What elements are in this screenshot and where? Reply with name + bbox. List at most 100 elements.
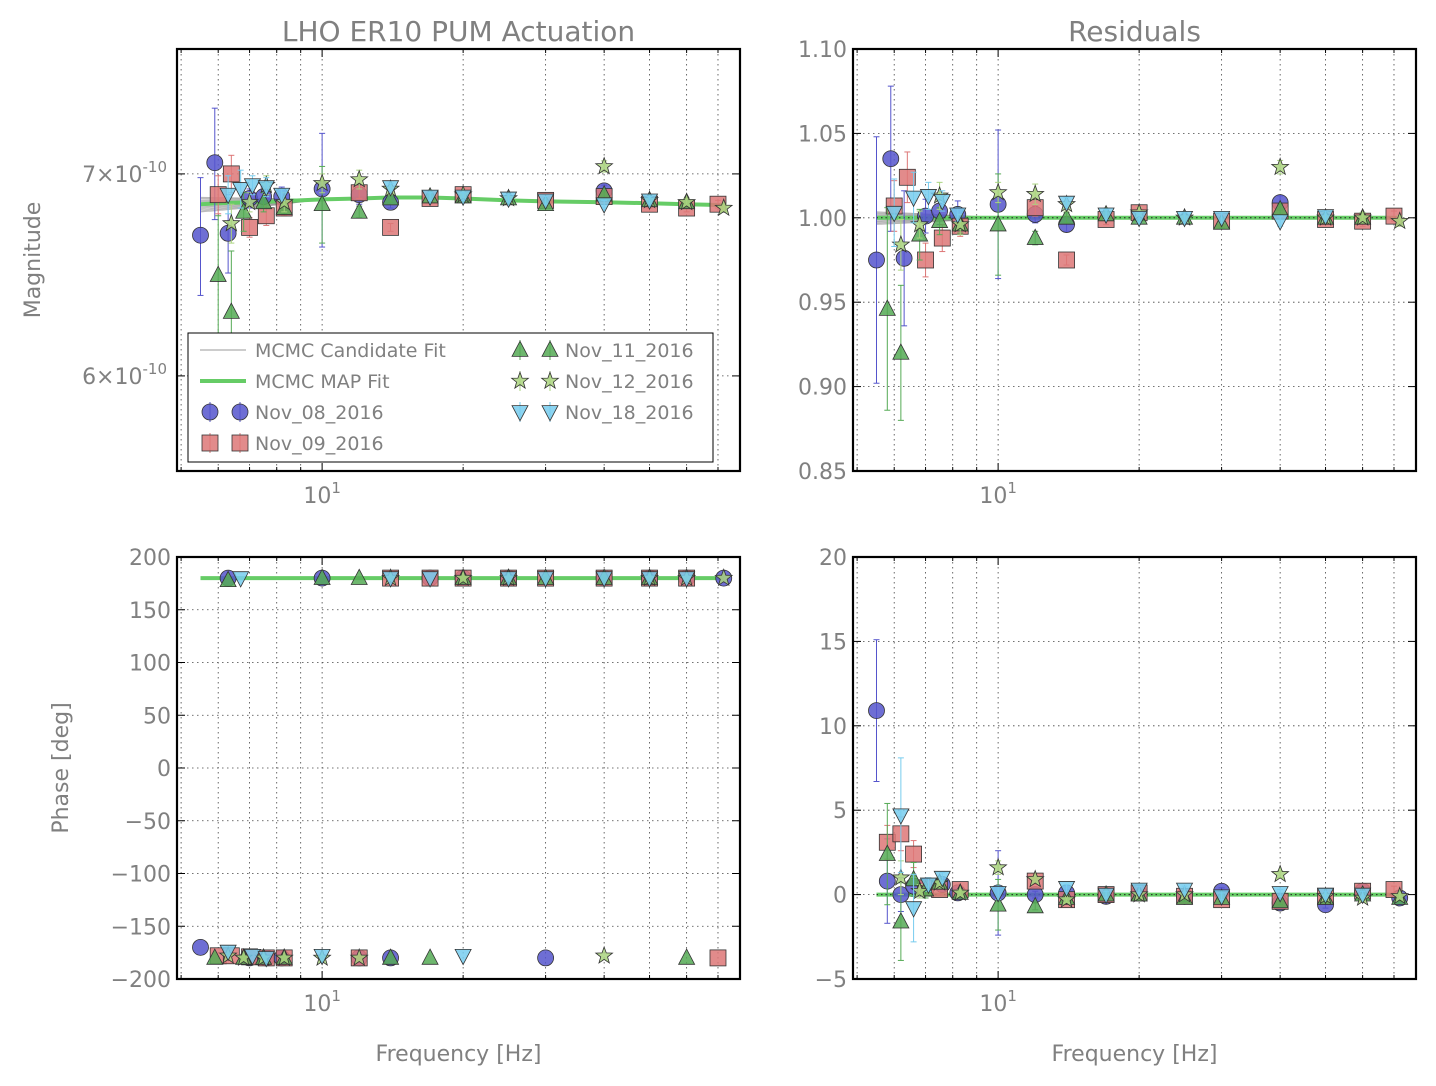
legend-marker xyxy=(511,405,529,422)
y-tick-label: 0.90 xyxy=(798,376,847,401)
data-point-nov-08-2016 xyxy=(882,150,900,168)
chart-title: LHO ER10 PUM Actuation xyxy=(282,15,635,48)
data-point-nov-18-2016 xyxy=(640,193,659,211)
y-tick-label: 1.05 xyxy=(798,122,847,147)
x-tick-label: 101 xyxy=(979,479,1017,509)
data-point-nov-12-2016 xyxy=(988,857,1008,876)
data-point-nov-12-2016 xyxy=(988,182,1008,201)
axes-frame xyxy=(851,47,1418,473)
data-point-nov-12-2016 xyxy=(1025,869,1045,888)
y-axis-label: Phase [deg] xyxy=(49,702,74,833)
data-point-nov-08-2016 xyxy=(895,249,913,267)
y-tick-label: 1.00 xyxy=(798,207,847,232)
data-point-nov-11-2016 xyxy=(254,192,273,210)
phase-residuals-panel: 101 −5 0 5 10 15 20 Frequency [Hz] xyxy=(815,546,1418,1067)
data-point-nov-18-2016 xyxy=(1057,195,1076,213)
series-nov-18-2016 xyxy=(219,169,659,215)
x-axis-label: Frequency [Hz] xyxy=(1052,1042,1218,1067)
data-point-nov-11-2016 xyxy=(350,202,368,219)
data-point-nov-11-2016 xyxy=(381,188,400,206)
legend-marker xyxy=(511,340,529,357)
data-point-nov-18-2016 xyxy=(595,197,613,214)
y-tick-label: 0 xyxy=(157,757,171,782)
plot-area xyxy=(192,107,734,377)
grid xyxy=(177,557,740,979)
data-point-nov-18-2016 xyxy=(677,571,696,588)
y-tick-label: −100 xyxy=(111,863,171,888)
data-point-nov-18-2016 xyxy=(499,191,518,209)
data-point-nov-09-2016 xyxy=(1058,251,1075,269)
data-point-nov-11-2016 xyxy=(235,202,253,219)
legend-item-nov-09-2016: Nov_09_2016 xyxy=(201,433,384,455)
data-point-nov-08-2016 xyxy=(537,949,555,967)
data-point-nov-12-2016 xyxy=(274,192,294,211)
data-point-nov-09-2016 xyxy=(257,207,275,225)
data-point-nov-12-2016 xyxy=(1390,886,1410,905)
legend-label: MCMC Candidate Fit xyxy=(255,340,446,362)
legend-item-nov-18-2016: Nov_18_2016 xyxy=(511,402,694,424)
data-point-nov-18-2016 xyxy=(933,194,951,211)
legend-label: MCMC MAP Fit xyxy=(255,371,390,393)
y-tick-label: 10 xyxy=(819,715,847,740)
data-point-nov-12-2016 xyxy=(891,867,911,886)
data-point-nov-18-2016 xyxy=(273,187,291,205)
x-tick-label: 101 xyxy=(979,987,1017,1017)
data-point-nov-11-2016 xyxy=(209,265,227,282)
grid xyxy=(853,49,1416,471)
legend-item-mcmc-map-fit: MCMC MAP Fit xyxy=(200,371,390,393)
data-point-nov-18-2016 xyxy=(454,948,472,966)
data-point-nov-11-2016 xyxy=(313,568,331,585)
data-point-nov-18-2016 xyxy=(257,951,275,968)
legend-marker xyxy=(201,403,219,421)
y-tick-label: −50 xyxy=(125,810,171,835)
data-point-nov-18-2016 xyxy=(381,180,400,197)
data-point-nov-12-2016 xyxy=(677,192,697,211)
data-point-nov-11-2016 xyxy=(381,948,400,965)
y-tick-label: 6×10-10 xyxy=(82,360,167,390)
data-point-nov-18-2016 xyxy=(243,948,262,966)
data-point-nov-11-2016 xyxy=(313,194,331,211)
series-nov-08-2016 xyxy=(868,85,1289,384)
data-point-nov-18-2016 xyxy=(257,180,275,197)
data-point-nov-11-2016 xyxy=(878,299,896,316)
data-point-nov-12-2016 xyxy=(240,192,260,211)
y-tick-label: 0.95 xyxy=(798,291,847,316)
legend: MCMC Candidate Fit MCMC MAP Fit Nov_08_201… xyxy=(187,332,714,463)
x-axis: 101 xyxy=(180,49,719,509)
x-axis: 101 xyxy=(180,557,719,1017)
series-nov-18-2016 xyxy=(885,171,1335,247)
data-point-nov-18-2016 xyxy=(536,193,555,211)
plot-area xyxy=(868,85,1410,421)
legend-frame xyxy=(187,332,714,463)
legend-label: Nov_11_2016 xyxy=(565,340,694,362)
data-point-nov-18-2016 xyxy=(1175,882,1194,900)
data-point-nov-18-2016 xyxy=(313,948,331,966)
data-point-nov-12-2016 xyxy=(594,945,614,964)
data-point-nov-18-2016 xyxy=(919,189,938,206)
data-point-nov-18-2016 xyxy=(231,571,250,588)
data-point-nov-08-2016 xyxy=(868,702,885,720)
legend-marker xyxy=(201,434,219,452)
grid xyxy=(853,557,1416,979)
data-point-nov-09-2016 xyxy=(222,165,240,183)
data-point-nov-12-2016 xyxy=(312,173,332,192)
y-tick-label: −150 xyxy=(111,915,171,940)
data-point-nov-18-2016 xyxy=(919,877,938,895)
data-point-nov-11-2016 xyxy=(878,844,896,861)
data-point-nov-12-2016 xyxy=(950,882,970,901)
data-point-nov-12-2016 xyxy=(714,568,734,587)
legend-marker xyxy=(231,434,249,452)
data-point-nov-09-2016 xyxy=(898,168,916,186)
legend-marker xyxy=(541,340,559,357)
data-point-nov-11-2016 xyxy=(892,911,910,929)
data-point-nov-11-2016 xyxy=(421,948,439,965)
data-point-nov-09-2016 xyxy=(382,218,399,236)
y-tick-label: 50 xyxy=(143,704,171,729)
y-tick-label: 15 xyxy=(819,630,847,655)
y-tick-label: 5 xyxy=(833,799,847,824)
legend-marker xyxy=(510,371,530,390)
data-point-nov-18-2016 xyxy=(640,571,659,588)
y-axis: 0.85 0.90 0.95 1.00 1.05 1.10 xyxy=(798,38,1416,485)
data-point-nov-18-2016 xyxy=(1316,209,1335,226)
